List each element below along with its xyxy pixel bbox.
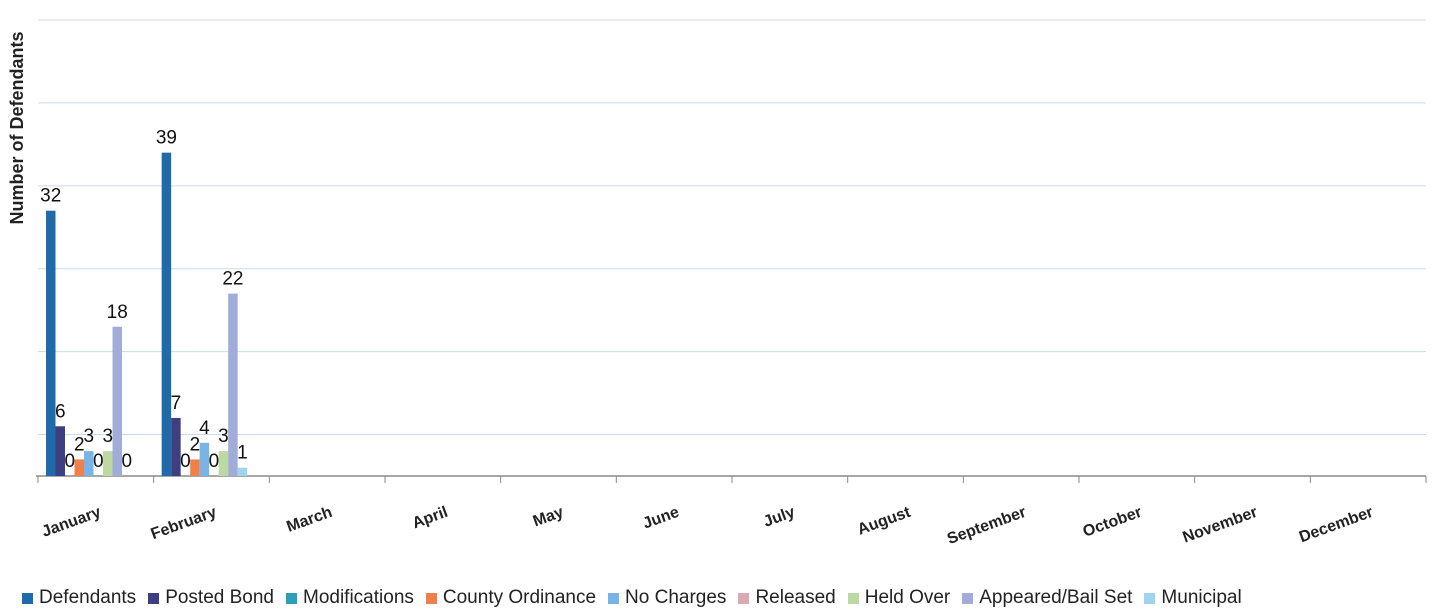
x-tick-labels: January February March April May June July Augu…	[40, 504, 1376, 548]
x-tick-label: March	[284, 504, 334, 536]
data-label: 3	[102, 426, 113, 447]
legend-label: Modifications	[303, 587, 414, 608]
x-tick-label: October	[1081, 504, 1144, 541]
legend-swatch	[738, 592, 750, 604]
bar	[228, 293, 238, 476]
data-label: 0	[93, 451, 104, 472]
data-label: 3	[218, 426, 229, 447]
data-label: 18	[107, 302, 128, 323]
legend-label: No Charges	[625, 587, 727, 608]
data-label: 39	[156, 128, 177, 149]
bar	[190, 459, 200, 476]
x-tick-label: January	[40, 504, 104, 541]
data-label: 4	[199, 418, 210, 439]
data-label: 7	[171, 393, 182, 414]
bar	[84, 451, 94, 476]
legend-swatch	[847, 592, 859, 604]
legend-swatch	[22, 592, 33, 604]
data-label: 0	[64, 451, 75, 472]
data-label: 1	[237, 443, 248, 464]
x-tick-label: February	[149, 504, 219, 543]
legend-label: Held Over	[864, 587, 951, 608]
legend-label: Appeared/Bail Set	[979, 587, 1133, 608]
x-tick-label: June	[641, 504, 682, 533]
data-label: 22	[222, 269, 243, 290]
legend-item: Modifications	[286, 587, 414, 609]
x-tick-label: April	[410, 504, 450, 532]
bar	[74, 459, 84, 476]
y-axis-title: Number of Defendants	[7, 31, 27, 224]
bar	[161, 152, 172, 476]
x-tick-label: September	[945, 504, 1029, 548]
legend: Defendants Posted Bond Modifications County…	[22, 586, 1432, 610]
bar	[218, 451, 229, 476]
legend-swatch	[425, 592, 437, 604]
data-label: 0	[209, 451, 220, 472]
legend-swatch	[286, 592, 297, 604]
bar	[171, 417, 181, 476]
legend-swatch	[608, 592, 620, 604]
legend-item: Held Over	[847, 587, 951, 609]
legend-label: Released	[755, 587, 836, 608]
gridlines	[38, 19, 1426, 436]
x-tick-label: August	[855, 504, 913, 539]
bar	[103, 451, 113, 476]
legend-item: Posted Bond	[148, 587, 274, 609]
legend-label: Posted Bond	[165, 587, 274, 608]
legend-item: Released	[738, 587, 836, 609]
x-tick-label: May	[531, 504, 566, 531]
data-label: 6	[55, 401, 66, 422]
legend-label: Defendants	[39, 587, 137, 608]
bar	[199, 442, 210, 476]
x-axis	[36, 475, 1427, 483]
x-tick-label: November	[1181, 504, 1260, 547]
data-label: 0	[121, 451, 132, 472]
data-label: 32	[40, 186, 61, 207]
legend-label: County Ordinance	[442, 587, 597, 608]
legend-item: Defendants	[22, 587, 136, 609]
data-label: 0	[180, 451, 191, 472]
data-label: 3	[83, 426, 94, 447]
legend-item: Appeared/Bail Set	[962, 587, 1132, 609]
bar	[112, 326, 122, 476]
legend-swatch	[148, 592, 160, 604]
x-tick-label: December	[1297, 504, 1376, 546]
data-label: 2	[74, 434, 85, 455]
legend-label: Municipal	[1161, 587, 1242, 608]
legend-item: No Charges	[608, 587, 726, 609]
legend-swatch	[1144, 592, 1156, 604]
bar	[237, 467, 248, 476]
bar	[46, 210, 56, 476]
legend-swatch	[962, 592, 974, 604]
bar	[55, 426, 65, 476]
x-tick-label: July	[761, 504, 797, 531]
legend-item: Municipal	[1144, 587, 1242, 609]
data-label: 2	[190, 434, 201, 455]
bars	[46, 152, 248, 476]
legend-item: County Ordinance	[425, 587, 597, 609]
